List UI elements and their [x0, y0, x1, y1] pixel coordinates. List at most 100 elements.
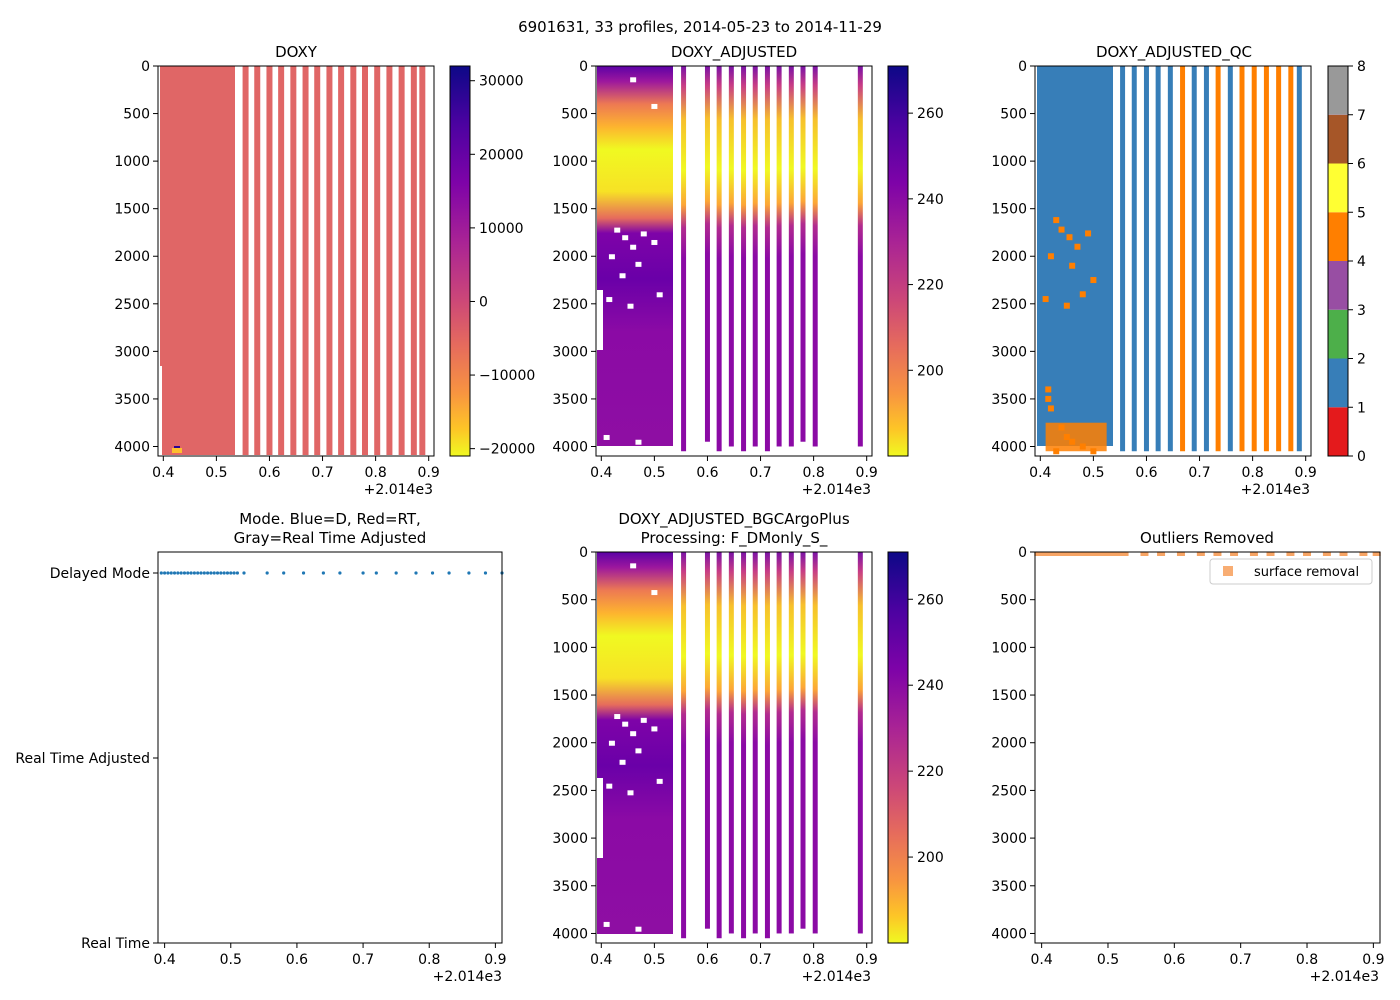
panel-mode: Mode. Blue=D, Red=RT, Gray=Real Time Adj…: [15, 510, 506, 985]
bgc-axes-frame: [595, 551, 873, 944]
adj-profile-column: [704, 66, 710, 442]
qc-flag-cell: [1053, 217, 1060, 224]
doxy-profile-column: [314, 66, 321, 455]
mode-point: [374, 571, 378, 575]
panel-doxy-adjusted-qc: DOXY_ADJUSTED_QC 05001000150020002500300…: [991, 43, 1366, 498]
mode-scatter: [159, 571, 504, 575]
adj-profile-column: [812, 66, 818, 447]
doxy-y-axis: 0 500 1000 1500 2000 2500 3000 3500 4000: [114, 59, 158, 455]
qc-cbtick-label: 4: [1357, 254, 1366, 270]
figure-suptitle: 6901631, 33 profiles, 2014-05-23 to 2014…: [518, 18, 882, 36]
qc-cbar-band: [1328, 163, 1348, 213]
adj-missing-cell: [630, 77, 637, 83]
qc-profile-column: [1155, 66, 1161, 452]
bgc-ytick-label: 1500: [552, 688, 588, 704]
outlier-point: [1113, 552, 1122, 556]
doxy-profile-column: [302, 66, 309, 455]
qc-flag-bottom-band: [1045, 422, 1107, 452]
bgc-ytick-label: 0: [579, 545, 588, 561]
outlier-point: [1213, 552, 1222, 556]
qc-flag-cell: [1047, 405, 1054, 412]
doxy-bottom-mark: [172, 448, 182, 453]
qc-cbar-band-top: [1328, 66, 1348, 115]
qc-cbar-band: [1328, 212, 1348, 261]
doxy-dark-mark: [174, 446, 180, 448]
outliers-legend-frame: [1209, 558, 1373, 585]
doxy-adjusted-title: DOXY_ADJUSTED: [671, 43, 797, 62]
qc-xtick-label: 0.8: [1241, 465, 1263, 481]
bgc-profile-column: [800, 552, 806, 929]
mode-point: [321, 571, 325, 575]
adj-xtick-label: 0.6: [696, 465, 718, 481]
bgc-ytick-label: 4000: [552, 926, 588, 942]
qc-profile-column: [1296, 66, 1302, 452]
adj-missing-cell: [614, 227, 621, 233]
adj-cbtick-label: 200: [917, 363, 944, 379]
mode-point: [301, 571, 306, 575]
bgc-missing-cell: [606, 783, 613, 789]
doxy-block-edge: [160, 66, 164, 366]
doxy-ytick-label: 2000: [114, 249, 150, 265]
doxy-adjusted-gap: [597, 290, 603, 350]
outlier-point: [1140, 552, 1149, 556]
bgc-ytick-label: 1000: [552, 640, 588, 656]
doxy-ytick-label: 4000: [114, 439, 150, 455]
bgc-missing-cell: [622, 721, 629, 727]
adj-missing-cell: [640, 231, 647, 237]
outliers-x-axis: 0.4 0.5 0.6 0.7 0.8 0.9: [1031, 943, 1384, 968]
mode-xtick-label: 0.6: [286, 952, 308, 968]
adj-ytick-label: 1500: [552, 202, 588, 218]
panel-doxy: DOXY 0 500 1000 1500 2000 2500 3000 3500 4000 0.…: [114, 43, 535, 498]
doxy-profile-column: [290, 66, 297, 455]
qc-ytick-label: 2000: [991, 249, 1027, 265]
qc-flag-cell: [1079, 291, 1086, 298]
bgc-ytick-label: 3500: [552, 879, 588, 895]
bgc-profile-column: [788, 552, 794, 934]
qc-flag-cell: [1045, 386, 1052, 393]
qc-cbtick-label: 6: [1357, 157, 1366, 173]
mode-title-line1: Mode. Blue=D, Red=RT,: [239, 510, 421, 528]
doxy-cbtick-label: 0: [479, 294, 488, 310]
qc-ytick-label: 0: [1018, 59, 1027, 75]
doxy-profile-column: [386, 66, 393, 455]
doxy-profile-column: [419, 66, 426, 455]
out-ytick-label: 0: [1018, 545, 1027, 561]
adj-xtick-label: 0.9: [856, 465, 878, 481]
mode-point: [176, 571, 180, 575]
qc-profile-column: [1263, 66, 1269, 452]
qc-flag-cell: [1085, 230, 1092, 237]
mode-point: [219, 571, 223, 575]
out-ytick-label: 1500: [991, 688, 1027, 704]
mode-point: [199, 571, 203, 575]
bgc-ytick-label: 2500: [552, 783, 588, 799]
doxy-ytick-label: 1500: [114, 202, 150, 218]
bgc-block: [597, 552, 673, 934]
mode-point: [483, 571, 488, 575]
qc-profile-column: [1203, 66, 1209, 452]
outlier-point: [1107, 552, 1116, 556]
adj-ytick-label: 500: [561, 107, 588, 123]
doxy-plot-area: [160, 66, 426, 455]
adj-cbtick-label: 220: [917, 278, 944, 294]
qc-flag-cell: [1066, 234, 1073, 241]
bgc-missing-cell: [635, 926, 642, 932]
mode-x-axis: 0.4 0.5 0.6 0.7 0.8 0.9: [153, 943, 507, 968]
doxy-profile-column: [242, 66, 249, 455]
bgc-profile-column: [857, 552, 863, 934]
adj-ytick-label: 2000: [552, 249, 588, 265]
panel-outliers: Outliers Removed 0 500 1000 1500 2000 2500 300…: [991, 529, 1384, 985]
doxy-adjusted-axes-frame: [595, 65, 873, 457]
bgc-missing-cell: [603, 921, 610, 927]
adj-profile-column: [788, 66, 794, 447]
adj-cbtick-label: 240: [917, 192, 944, 208]
qc-cbtick-label: 1: [1357, 400, 1366, 416]
adj-xtick-label: 0.5: [643, 465, 665, 481]
doxy-xtick-label: 0.8: [364, 465, 386, 481]
outlier-point: [1120, 552, 1129, 556]
bgc-missing-cell: [614, 714, 621, 720]
doxy-ytick-label: 3000: [114, 344, 150, 360]
doxy-ytick-label: 2500: [114, 297, 150, 313]
out-xtick-label: 0.7: [1230, 952, 1252, 968]
doxy-profile-column: [338, 66, 345, 455]
